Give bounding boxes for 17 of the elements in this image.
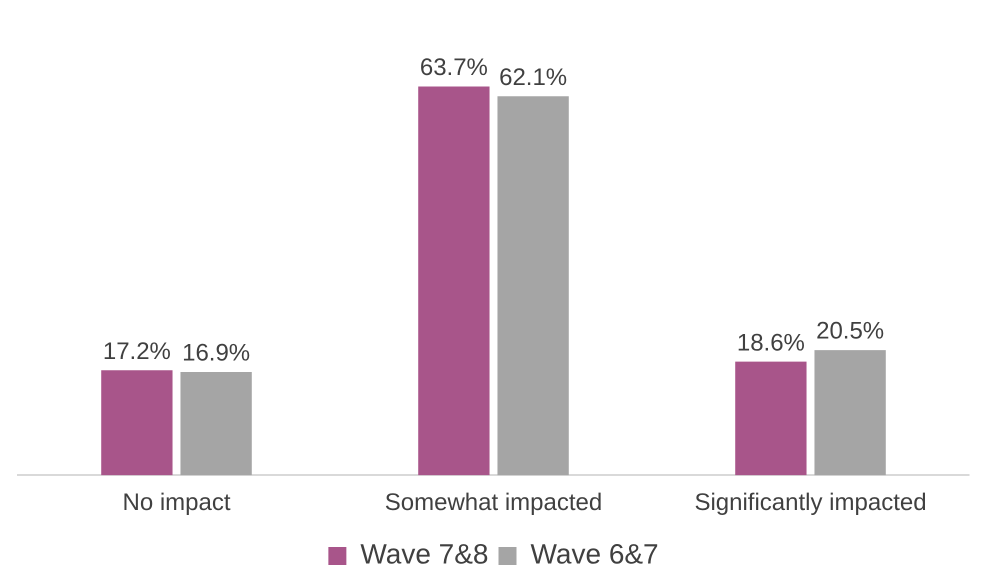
data-label: 16.9% [182, 340, 250, 367]
x-tick-label: Somewhat impacted [384, 489, 602, 516]
x-tick-label: No impact [122, 489, 231, 516]
legend-label: Wave 7&8 [360, 538, 489, 570]
data-label: 17.2% [102, 338, 171, 365]
bar [735, 362, 807, 476]
bar [418, 86, 490, 476]
x-tick-label: Significantly impacted [694, 489, 927, 516]
bar [101, 370, 173, 476]
data-label: 20.5% [816, 318, 884, 345]
legend-label: Wave 6&7 [530, 538, 659, 570]
data-label: 63.7% [420, 54, 488, 82]
bar [180, 372, 252, 476]
bar [814, 350, 886, 476]
bar [497, 96, 569, 476]
data-label: 62.1% [499, 64, 568, 91]
data-label: 18.6% [736, 329, 805, 356]
